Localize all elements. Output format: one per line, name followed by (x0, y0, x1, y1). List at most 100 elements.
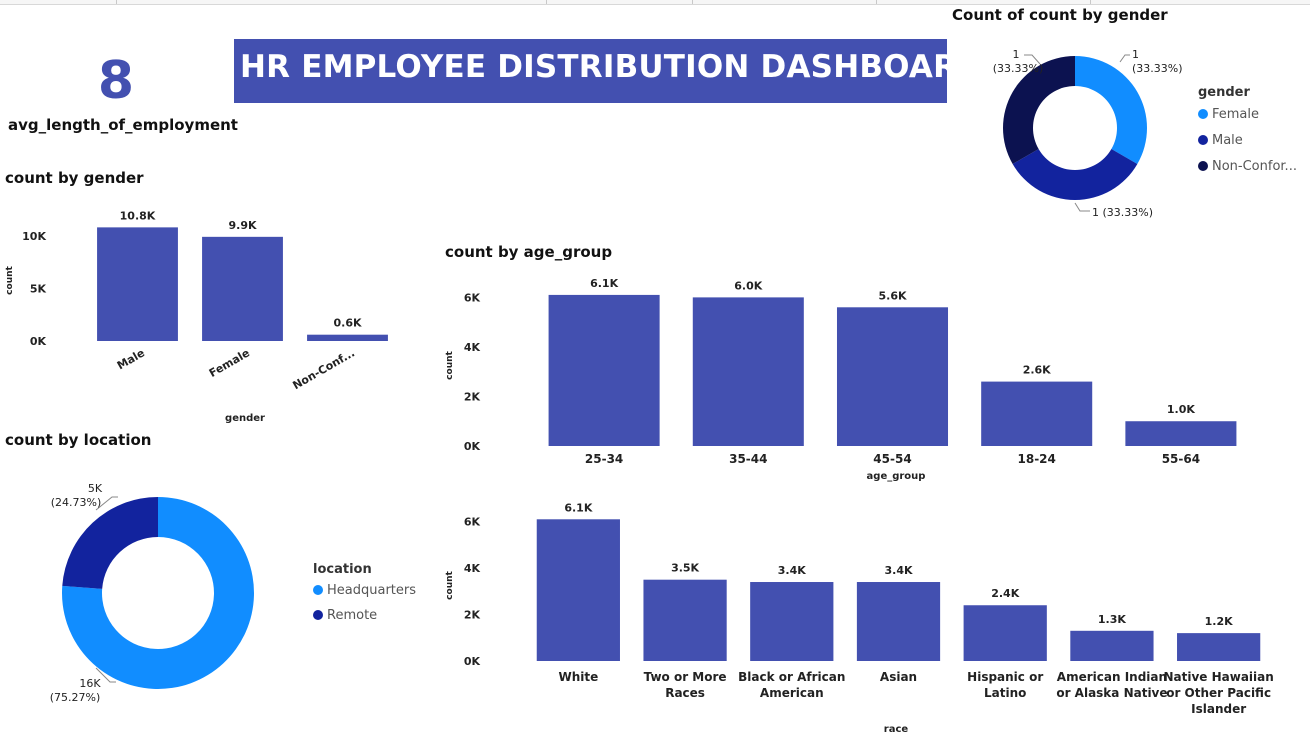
bar[interactable] (692, 297, 804, 446)
gender-bar-title: count by gender (5, 169, 144, 187)
legend-item-female[interactable]: Female (1198, 104, 1306, 124)
y-tick-label: 10K (22, 230, 46, 243)
legend-item-headquarters[interactable]: Headquarters (313, 580, 433, 600)
data-label: 6.1K (564, 501, 592, 514)
bar[interactable] (1070, 630, 1154, 661)
bar[interactable] (97, 227, 178, 341)
kpi-label: avg_length_of_employment (8, 116, 238, 134)
x-tick-label: American Indian (1057, 670, 1167, 684)
y-tick-label: 0K (30, 335, 47, 348)
slice-label-percent: (24.73%) (51, 496, 102, 509)
location-legend-title: location (313, 562, 372, 577)
x-tick-label: Latino (984, 686, 1026, 700)
bar[interactable] (981, 381, 1093, 446)
x-tick-label: 18-24 (1018, 452, 1056, 466)
age-bar-chart[interactable]: 0K 2K 4K 6K count 6.1K 25-34 6.0K 35-44 5.6K 45-54… (440, 270, 1260, 485)
legend-dot-headquarters (313, 585, 323, 595)
slice-label-value: 1 (33.33%) (1092, 206, 1153, 219)
donut-slice[interactable] (62, 497, 159, 589)
location-donut-chart[interactable]: 16K(75.27%) 5K(24.73%) (0, 470, 300, 720)
bar[interactable] (1177, 633, 1261, 661)
data-label: 1.2K (1205, 615, 1233, 628)
slice-label-percent: (33.33%) (1132, 62, 1183, 75)
top-toolbar-strip (0, 0, 1310, 5)
slice-label-percent: (75.27%) (50, 691, 101, 704)
x-tick-label: Female (207, 346, 252, 380)
x-tick-label: Hispanic or (967, 670, 1043, 684)
x-tick-label: Islander (1191, 702, 1246, 716)
legend-item-non-conforming[interactable]: Non-Confor... (1198, 156, 1306, 176)
race-bar-chart[interactable]: 0K 2K 4K 6K count 6.1K White 3.5K Two or More Rac… (440, 495, 1274, 737)
y-axis-label: count (5, 265, 15, 294)
x-tick-label: 35-44 (729, 452, 767, 466)
bar[interactable] (856, 582, 941, 661)
donut-slice[interactable] (62, 497, 254, 689)
x-tick-label: Two or More (644, 670, 727, 684)
donut-slice[interactable] (1003, 56, 1075, 164)
data-label: 3.4K (884, 564, 912, 577)
x-tick-label: 25-34 (585, 452, 623, 466)
x-axis-label: age_group (867, 471, 926, 482)
y-tick-label: 5K (30, 282, 47, 295)
age-bar-title: count by age_group (445, 243, 613, 261)
data-label: 6.0K (734, 279, 762, 292)
x-tick-label: Non-Conf... (290, 346, 357, 392)
y-tick-label: 0K (464, 440, 481, 453)
x-tick-label: Races (665, 686, 705, 700)
leader-line (95, 667, 116, 683)
gender-donut-legend: gender Female Male Non-Confor... (1198, 85, 1306, 176)
gender-donut-chart[interactable]: 1(33.33%)1 (33.33%)1(33.33%) (960, 40, 1190, 230)
bar[interactable] (1125, 421, 1237, 446)
x-tick-label: 45-54 (873, 452, 911, 466)
x-axis-label: gender (225, 413, 265, 424)
bar[interactable] (643, 579, 727, 661)
bar[interactable] (836, 307, 949, 446)
legend-dot-male (1198, 135, 1208, 145)
x-tick-label: American (760, 686, 824, 700)
legend-item-male[interactable]: Male (1198, 130, 1306, 150)
legend-dot-non-conforming (1198, 161, 1208, 171)
data-label: 3.4K (778, 564, 806, 577)
x-tick-label: Native Hawaiian (1163, 670, 1273, 684)
y-tick-label: 2K (464, 609, 481, 622)
data-label: 6.1K (590, 277, 618, 290)
gender-legend-title: gender (1198, 85, 1250, 100)
leader-line (1074, 202, 1090, 212)
y-axis-label: count (445, 350, 455, 379)
location-donut-title: count by location (5, 431, 152, 449)
bar[interactable] (963, 605, 1047, 661)
legend-item-remote[interactable]: Remote (313, 605, 433, 625)
bar[interactable] (548, 294, 660, 446)
dashboard-title-banner: HR EMPLOYEE DISTRIBUTION DASHBOARD (234, 39, 983, 103)
gender-donut-title: Count of count by gender (952, 6, 1168, 24)
bar[interactable] (202, 236, 283, 341)
legend-dot-remote (313, 610, 323, 620)
x-tick-label: White (558, 670, 598, 684)
leader-line (95, 496, 118, 511)
data-label: 2.6K (1023, 364, 1051, 377)
location-legend: location Headquarters Remote (313, 562, 433, 625)
gender-bar-chart[interactable]: 0K 5K 10K count 10.8K Male 9.9K Female 0.6K Non-C… (0, 195, 420, 430)
data-label: 1.0K (1167, 403, 1195, 416)
leader-line (1119, 54, 1130, 63)
bar[interactable] (307, 334, 388, 341)
kpi-value: 8 (97, 51, 135, 111)
x-tick-label: or Alaska Native (1056, 686, 1167, 700)
y-tick-label: 4K (464, 562, 481, 575)
x-tick-label: Male (115, 346, 147, 372)
slice-label-value: 5K (88, 482, 103, 495)
y-tick-label: 0K (464, 655, 481, 668)
donut-slice[interactable] (1012, 149, 1138, 200)
y-tick-label: 4K (464, 341, 481, 354)
x-tick-label: Black or African (738, 670, 845, 684)
y-tick-label: 2K (464, 390, 481, 403)
data-label: 1.3K (1098, 613, 1126, 626)
leader-line (1024, 54, 1041, 65)
legend-dot-female (1198, 109, 1208, 119)
bar[interactable] (750, 582, 834, 661)
slice-label-value: 16K (79, 677, 101, 690)
donut-slice[interactable] (1075, 56, 1147, 164)
x-tick-label: or Other Pacific (1166, 686, 1271, 700)
bar[interactable] (536, 519, 620, 661)
data-label: 2.4K (991, 587, 1019, 600)
